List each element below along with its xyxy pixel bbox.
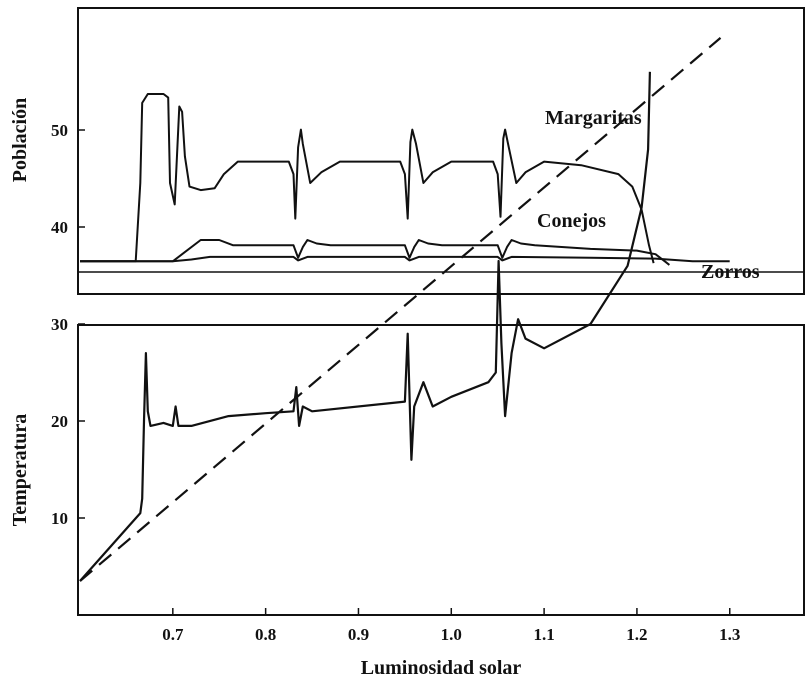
- y-tick-label: 10: [51, 509, 68, 528]
- population-axis-title: Población: [9, 98, 31, 182]
- y-tick-label: 50: [51, 121, 68, 140]
- series-line-margaritas: [80, 93, 655, 264]
- y-tick-label: 40: [51, 218, 68, 237]
- x-tick-label: 0.7: [162, 625, 184, 644]
- temperature-plot-frame: [77, 324, 805, 616]
- temperature-series-group: [79, 37, 722, 582]
- series-label-zorros: Zorros: [701, 261, 760, 283]
- series-label-conejos: Conejos: [537, 210, 606, 232]
- x-tick-label: 1.0: [441, 625, 462, 644]
- series-label-margaritas: Margaritas: [545, 107, 642, 129]
- series-line-zorros: [80, 255, 730, 263]
- x-tick-label: 0.8: [255, 625, 276, 644]
- series-line-conejos: [80, 239, 671, 266]
- x-tick-label: 0.9: [348, 625, 369, 644]
- y-tick-label: 20: [51, 412, 68, 431]
- temperature-panel: Temperatura Luminosidad solar 0.7 0.8 0.9 1…: [9, 37, 805, 679]
- y-axis-ticks: 10 20 30 40 50: [51, 121, 85, 528]
- y-tick-label: 30: [51, 315, 68, 334]
- temperature-axis-title: Temperatura: [9, 414, 31, 527]
- x-tick-label: 1.3: [719, 625, 740, 644]
- temperature-line-daisyworld: [79, 71, 651, 582]
- x-tick-label: 1.2: [626, 625, 647, 644]
- population-plot-frame: [77, 7, 805, 295]
- population-series-group: [80, 93, 730, 266]
- temperature-line-no-life: [79, 37, 722, 582]
- population-panel: Población Margaritas Conejos Zorros: [9, 7, 805, 295]
- x-tick-label: 1.1: [533, 625, 554, 644]
- luminosity-axis-title: Luminosidad solar: [361, 657, 522, 679]
- x-axis-ticks: 0.7 0.8 0.9 1.0 1.1 1.2 1.3: [162, 608, 740, 644]
